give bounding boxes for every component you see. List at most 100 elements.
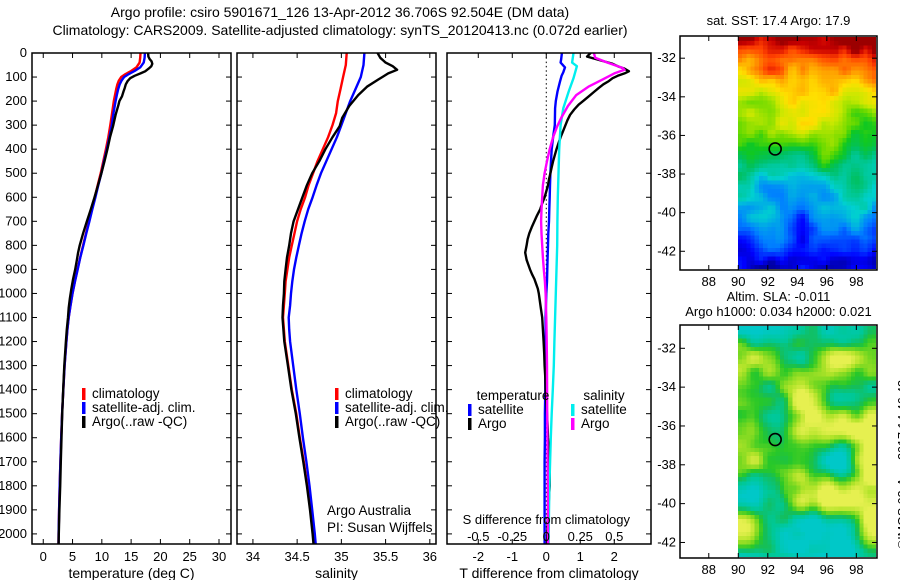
x-tick-label: -1	[506, 549, 518, 564]
series-group	[524, 53, 631, 544]
x-tick-label: 1	[577, 549, 584, 564]
s-axis-tick-label: 0.5	[605, 529, 623, 544]
legend-marker	[82, 416, 86, 428]
depth-tick-label: 1200	[0, 334, 27, 349]
legend-marker	[335, 388, 339, 400]
legend-label: satellite-adj. clim.	[92, 400, 196, 415]
salinity_profile-panel: 34 34.5 35 35.5 36 salinity climatologysatelli…	[236, 52, 449, 580]
depth-tick-label: 100	[5, 69, 27, 84]
lat-tick-label: -40	[657, 496, 676, 511]
s-axis-title: S difference from climatology	[463, 512, 631, 527]
x-tick-label: -2	[472, 549, 484, 564]
lat-tick-label: -38	[657, 457, 676, 472]
legend-label: satellite-adj. clim.	[345, 400, 449, 415]
x-tick-label: 36	[423, 549, 437, 564]
depth-tick-label: 1900	[0, 502, 27, 517]
x-tick-label: 5	[69, 549, 76, 564]
project-annotation: Argo Australia	[327, 503, 412, 518]
figure-title-line1: Argo profile: csiro 5901671_126 13-Apr-2…	[110, 4, 570, 20]
legend-label: satellite	[581, 402, 627, 417]
panel-frame	[446, 52, 652, 545]
legend-marker	[571, 418, 575, 430]
series-argo-raw-qc-	[57, 53, 154, 544]
depth-tick-label: 600	[5, 189, 27, 204]
depth-tick-label: 200	[5, 93, 27, 108]
sst-map-image	[738, 37, 876, 269]
legend-header: salinity	[583, 388, 625, 403]
legend-label: Argo(..raw -QC)	[92, 414, 187, 429]
lon-tick-label: 94	[790, 562, 804, 577]
depth-tick-label: 400	[5, 141, 27, 156]
x-tick-label: 30	[212, 549, 226, 564]
x-tick-label: 15	[124, 549, 138, 564]
sst-map-title: sat. SST: 17.4 Argo: 17.9	[706, 13, 851, 28]
lon-tick-label: 96	[820, 274, 834, 289]
imos-credit: ©IMOS 03-Aug-2017 14:46:43	[896, 379, 900, 549]
lon-tick-label: 98	[849, 274, 863, 289]
series-climatology	[281, 53, 348, 544]
s-axis-tick-label: -0.5	[467, 529, 489, 544]
legend-marker	[82, 402, 86, 414]
depth-tick-label: 1100	[0, 309, 27, 324]
map-frame	[679, 324, 878, 559]
x-axis-label: temperature (deg C)	[68, 565, 194, 580]
difference_profile-panel: -2 -1 0 1 2T difference from climatology S di…	[446, 52, 652, 580]
lat-tick-label: -42	[657, 243, 676, 258]
depth-tick-label: 500	[5, 165, 27, 180]
legend-marker	[468, 418, 472, 430]
lat-tick-label: -40	[657, 205, 676, 220]
series-t-satellite	[543, 53, 567, 544]
depth-tick-label: 2000	[0, 526, 27, 541]
x-tick-label: 25	[182, 549, 196, 564]
x-tick-label: 35	[334, 549, 348, 564]
lon-tick-label: 96	[820, 562, 834, 577]
depth-tick-label: 800	[5, 237, 27, 252]
map-axis-ticks: 88 90 92 94 96 98 -32 -34 -36 -38 -40 -42	[657, 36, 877, 289]
lat-tick-label: -34	[657, 379, 676, 394]
pi-annotation: PI: Susan Wijffels	[327, 520, 433, 535]
depth-tick-label: 1300	[0, 358, 27, 373]
series-argo-raw-qc-	[281, 53, 399, 544]
depth-tick-label: 0	[20, 45, 27, 60]
legend-label: climatology	[92, 386, 160, 401]
series-s-argo	[539, 53, 626, 544]
x-tick-label: 34	[246, 549, 260, 564]
legend-label: climatology	[345, 386, 413, 401]
depth-tick-label: 1400	[0, 382, 27, 397]
x-axis-label: salinity	[315, 565, 358, 580]
s-axis-tick-label: 0.25	[568, 529, 593, 544]
depth-tick-label: 300	[5, 117, 27, 132]
panel-frame	[31, 52, 232, 545]
legend-marker	[571, 404, 575, 416]
lon-tick-label: 88	[702, 274, 716, 289]
lat-tick-label: -42	[657, 534, 676, 549]
axis-ticks: 34 34.5 35 35.5 36	[237, 52, 437, 564]
lon-tick-label: 90	[731, 562, 745, 577]
depth-tick-label: 1500	[0, 406, 27, 421]
series-s-satellite	[547, 53, 579, 544]
lat-tick-label: -32	[657, 340, 676, 355]
legend-marker	[468, 404, 472, 416]
map-frame	[679, 35, 878, 271]
map-axis-ticks: 88 90 92 94 96 98 -32 -34 -36 -38 -40 -42	[657, 325, 877, 577]
lon-tick-label: 88	[702, 562, 716, 577]
lon-tick-label: 92	[761, 562, 775, 577]
legend-label: Argo(..raw -QC)	[345, 414, 440, 429]
legend: temperaturesatelliteArgosalinitysatellit…	[468, 388, 627, 431]
x-tick-label: 2	[611, 549, 618, 564]
legend-label: satellite	[478, 402, 524, 417]
x-axis-label: T difference from climatology	[459, 565, 638, 580]
legend-marker	[82, 388, 86, 400]
lat-tick-label: -36	[657, 418, 676, 433]
panel-frame	[236, 52, 437, 545]
axis-ticks: -2 -1 0 1 2	[447, 52, 651, 564]
lon-tick-label: 92	[761, 274, 775, 289]
depth-tick-label: 700	[5, 213, 27, 228]
sla-map-title-line2: Argo h1000: 0.034 h2000: 0.021	[685, 304, 872, 319]
legend-marker	[335, 416, 339, 428]
lon-tick-label: 94	[790, 274, 804, 289]
lon-tick-label: 90	[731, 274, 745, 289]
x-tick-label: 0	[543, 549, 550, 564]
